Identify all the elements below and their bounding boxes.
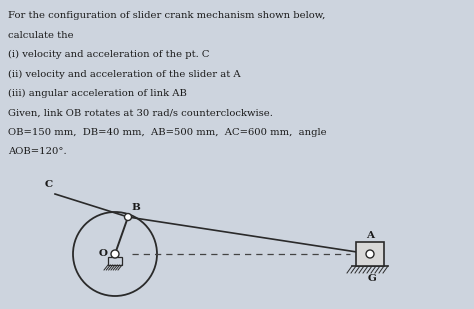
Text: For the configuration of slider crank mechanism shown below,: For the configuration of slider crank me… <box>8 11 325 20</box>
Text: (iii) angular acceleration of link AB: (iii) angular acceleration of link AB <box>8 89 187 98</box>
Circle shape <box>125 214 131 221</box>
Circle shape <box>111 250 119 258</box>
Text: Given, link OB rotates at 30 rad/s counterclockwise.: Given, link OB rotates at 30 rad/s count… <box>8 108 273 117</box>
Text: OB=150 mm,  DB=40 mm,  AB=500 mm,  AC=600 mm,  angle: OB=150 mm, DB=40 mm, AB=500 mm, AC=600 m… <box>8 128 327 137</box>
Text: G: G <box>367 274 376 283</box>
Circle shape <box>366 250 374 258</box>
Text: O: O <box>99 248 108 257</box>
Text: AOB=120°.: AOB=120°. <box>8 147 67 156</box>
Bar <box>108 257 122 265</box>
Text: A: A <box>366 231 374 240</box>
Text: B: B <box>131 203 140 212</box>
Text: (ii) velocity and acceleration of the slider at A: (ii) velocity and acceleration of the sl… <box>8 70 241 78</box>
Bar <box>356 242 384 266</box>
Text: calculate the: calculate the <box>8 31 73 40</box>
Text: C: C <box>45 180 53 189</box>
Text: (i) velocity and acceleration of the pt. C: (i) velocity and acceleration of the pt.… <box>8 50 210 59</box>
